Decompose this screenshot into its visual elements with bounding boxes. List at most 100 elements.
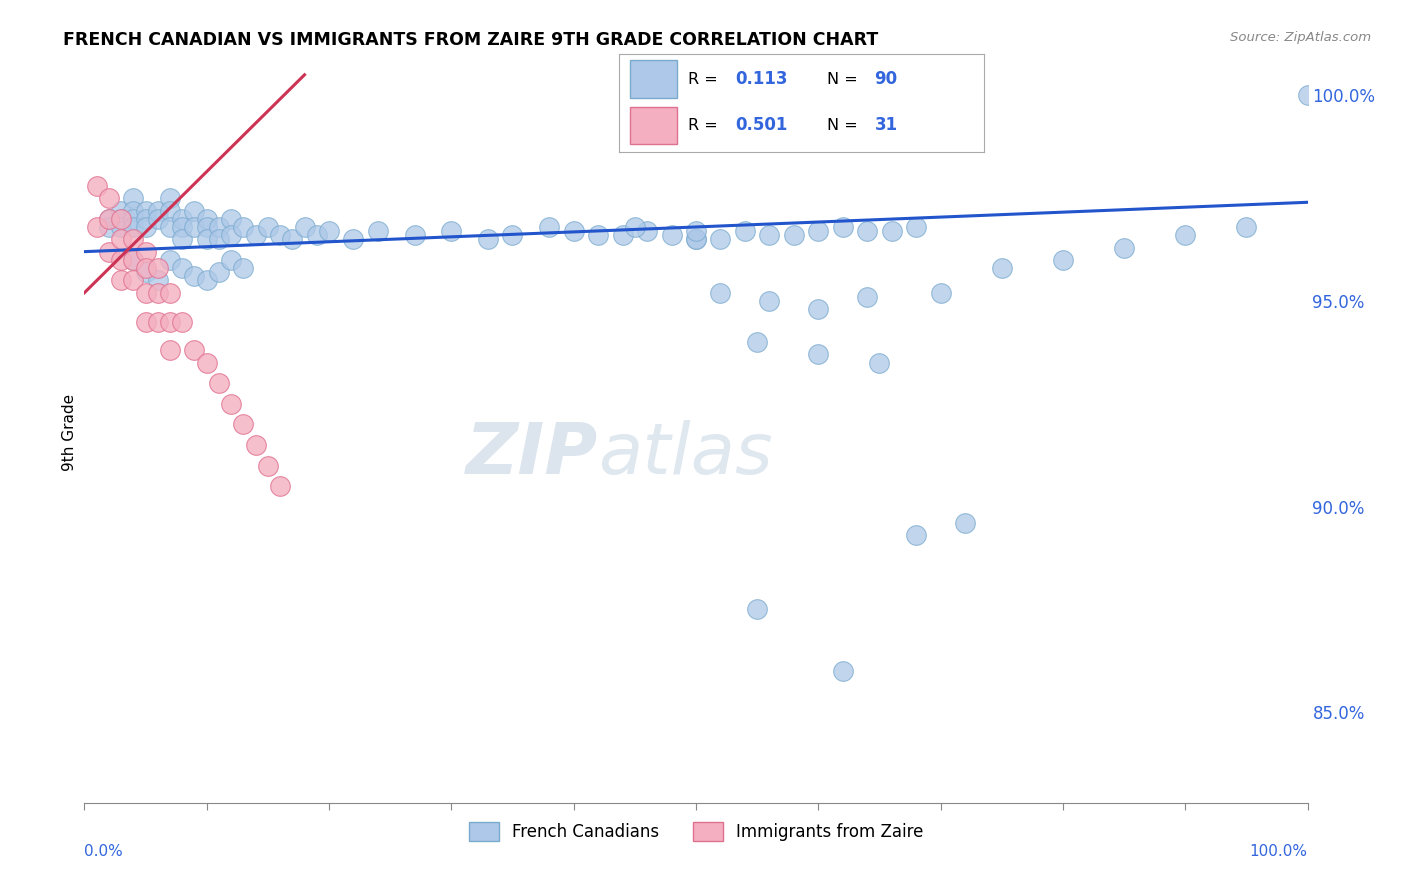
Point: [342, 232, 364, 246]
Point: [208, 219, 231, 234]
Point: [110, 219, 132, 234]
Point: [1114, 240, 1136, 254]
Point: [86, 178, 108, 193]
Text: FRENCH CANADIAN VS IMMIGRANTS FROM ZAIRE 9TH GRADE CORRELATION CHART: FRENCH CANADIAN VS IMMIGRANTS FROM ZAIRE…: [63, 31, 879, 49]
Point: [159, 191, 181, 205]
Point: [122, 211, 145, 226]
Point: [294, 219, 316, 234]
Point: [758, 228, 780, 243]
Text: 0.113: 0.113: [735, 70, 789, 88]
Point: [146, 203, 169, 218]
Point: [758, 293, 780, 308]
Text: 0.0%: 0.0%: [84, 844, 124, 858]
Point: [172, 314, 194, 328]
Point: [97, 211, 120, 226]
Point: [685, 224, 707, 238]
Point: [110, 273, 132, 287]
Point: [636, 224, 658, 238]
Point: [146, 211, 169, 226]
Point: [807, 347, 830, 361]
Point: [219, 228, 242, 243]
Point: [135, 285, 157, 300]
Point: [183, 219, 205, 234]
Point: [195, 211, 218, 226]
Text: N =: N =: [827, 118, 863, 133]
Text: 100.0%: 100.0%: [1250, 844, 1308, 858]
Point: [122, 252, 145, 267]
Text: R =: R =: [688, 71, 723, 87]
Point: [172, 261, 194, 276]
Point: [159, 203, 181, 218]
Point: [318, 224, 340, 238]
Point: [159, 219, 181, 234]
Point: [856, 290, 879, 304]
Point: [880, 224, 903, 238]
Point: [146, 273, 169, 287]
Point: [709, 285, 731, 300]
Point: [122, 232, 145, 246]
Point: [477, 232, 499, 246]
Point: [195, 356, 218, 370]
Point: [281, 232, 304, 246]
Point: [1174, 228, 1197, 243]
Point: [257, 458, 280, 473]
Point: [97, 244, 120, 259]
FancyBboxPatch shape: [630, 106, 678, 144]
Point: [1236, 219, 1258, 234]
Point: [208, 265, 231, 279]
Point: [110, 211, 132, 226]
Point: [586, 228, 609, 243]
Point: [1052, 252, 1074, 267]
Text: atlas: atlas: [598, 420, 773, 490]
Point: [562, 224, 585, 238]
Point: [856, 224, 879, 238]
Point: [135, 314, 157, 328]
Point: [538, 219, 561, 234]
Point: [159, 285, 181, 300]
Point: [831, 664, 853, 678]
Point: [135, 203, 157, 218]
Point: [783, 228, 806, 243]
Point: [440, 224, 463, 238]
Point: [208, 376, 231, 391]
Point: [110, 252, 132, 267]
Point: [159, 252, 181, 267]
Point: [146, 285, 169, 300]
Point: [97, 191, 120, 205]
Point: [905, 528, 928, 542]
Point: [135, 219, 157, 234]
Point: [146, 261, 169, 276]
Point: [953, 516, 976, 530]
Point: [245, 228, 267, 243]
Point: [404, 228, 426, 243]
Point: [195, 219, 218, 234]
Point: [807, 302, 830, 317]
Point: [172, 219, 194, 234]
Y-axis label: 9th Grade: 9th Grade: [62, 394, 77, 471]
Point: [135, 265, 157, 279]
Point: [122, 273, 145, 287]
Point: [269, 228, 291, 243]
Point: [159, 314, 181, 328]
Point: [208, 232, 231, 246]
Point: [183, 343, 205, 358]
Point: [1296, 88, 1319, 103]
Point: [122, 203, 145, 218]
Point: [734, 224, 756, 238]
Point: [367, 224, 389, 238]
Point: [831, 219, 853, 234]
Point: [219, 252, 242, 267]
Point: [172, 211, 194, 226]
Point: [929, 285, 952, 300]
Point: [747, 602, 769, 616]
Point: [305, 228, 328, 243]
FancyBboxPatch shape: [630, 61, 678, 98]
Legend: French Canadians, Immigrants from Zaire: French Canadians, Immigrants from Zaire: [463, 815, 929, 847]
Text: Source: ZipAtlas.com: Source: ZipAtlas.com: [1230, 31, 1371, 45]
Point: [232, 417, 254, 432]
Point: [172, 232, 194, 246]
Point: [195, 232, 218, 246]
Point: [195, 273, 218, 287]
Point: [709, 232, 731, 246]
Point: [905, 219, 928, 234]
